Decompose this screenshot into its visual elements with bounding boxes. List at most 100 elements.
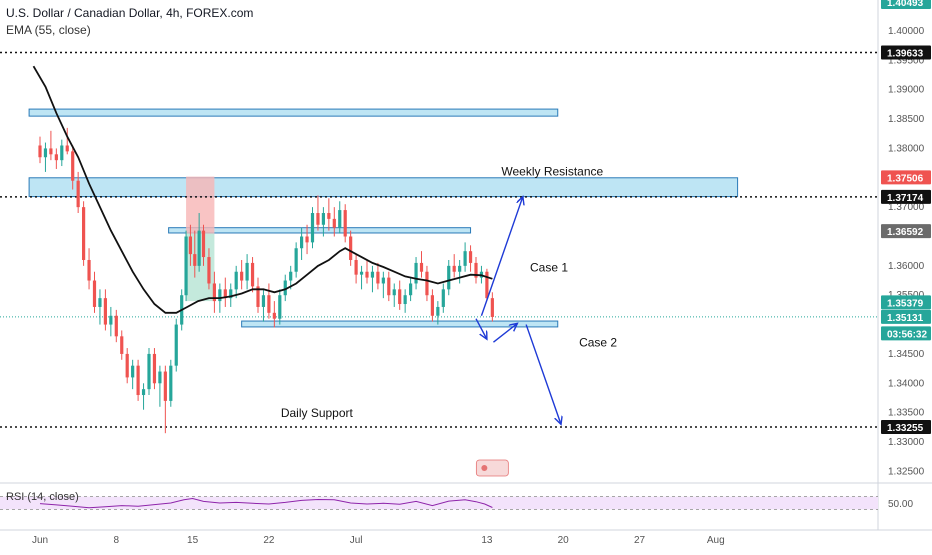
candle bbox=[359, 265, 364, 290]
grid-layer bbox=[0, 0, 932, 531]
candle bbox=[207, 248, 211, 290]
candle bbox=[387, 271, 391, 302]
candle bbox=[370, 265, 375, 293]
candle-body bbox=[38, 145, 42, 158]
price-tick-label: 1.33000 bbox=[888, 437, 925, 448]
candle bbox=[321, 207, 325, 237]
candle-body bbox=[376, 271, 380, 284]
candle-body bbox=[403, 295, 407, 305]
time-tick-label: 22 bbox=[263, 535, 275, 546]
price-tag-label: 03:56:32 bbox=[887, 329, 927, 340]
tradingview-logo-icon bbox=[475, 459, 509, 477]
candle-body bbox=[272, 312, 276, 319]
price-tag-label: 1.37174 bbox=[887, 193, 924, 204]
price-tag: 1.35131 bbox=[881, 309, 931, 324]
price-tag-label: 1.33255 bbox=[887, 423, 924, 434]
candle bbox=[197, 213, 201, 272]
candle-body bbox=[327, 213, 331, 219]
price-tag-bg bbox=[881, 45, 931, 60]
candle-body bbox=[218, 289, 222, 302]
candle bbox=[365, 259, 369, 284]
candle-body bbox=[354, 259, 358, 275]
price-tag-label: 1.35131 bbox=[887, 313, 924, 324]
candle bbox=[283, 274, 287, 302]
candle-body bbox=[256, 286, 260, 307]
candle-body bbox=[430, 295, 434, 316]
candle-body bbox=[468, 251, 473, 263]
ema-line bbox=[32, 65, 493, 314]
time-tick-label: 8 bbox=[114, 535, 120, 546]
candle bbox=[327, 198, 331, 231]
candle-body bbox=[147, 353, 151, 390]
price-tag: 03:56:32 bbox=[881, 326, 931, 341]
time-tick-label: 20 bbox=[558, 535, 570, 546]
ema-legend[interactable]: EMA (55, close) bbox=[6, 23, 91, 37]
candle bbox=[316, 195, 320, 231]
candle-body bbox=[381, 277, 385, 284]
candle bbox=[158, 365, 162, 407]
price-tick-label: 1.32500 bbox=[888, 466, 925, 477]
chart-title[interactable]: U.S. Dollar / Canadian Dollar, 4h, FOREX… bbox=[6, 6, 254, 20]
candle-body bbox=[343, 210, 347, 237]
scenario-arrow bbox=[475, 318, 487, 340]
candle-body bbox=[447, 265, 451, 290]
candle-body bbox=[267, 295, 271, 313]
candle bbox=[98, 289, 102, 325]
candle bbox=[174, 318, 178, 372]
candle bbox=[441, 283, 445, 313]
candle-body bbox=[207, 257, 211, 284]
price-tag: 1.36592 bbox=[881, 224, 931, 239]
price-tick-label: 1.37000 bbox=[888, 202, 925, 213]
candle bbox=[125, 348, 129, 384]
price-tick-label: 1.40000 bbox=[888, 26, 925, 37]
candle bbox=[256, 277, 260, 313]
candle bbox=[294, 242, 298, 278]
price-tag-bg bbox=[881, 0, 931, 10]
candle-body bbox=[419, 262, 424, 272]
candle-body bbox=[332, 218, 336, 228]
scenario-arrow bbox=[480, 197, 522, 316]
candle-body bbox=[184, 236, 188, 296]
ema-layer bbox=[32, 65, 493, 314]
candle bbox=[310, 207, 315, 249]
candle-body bbox=[158, 371, 162, 384]
candle-body bbox=[245, 262, 249, 281]
price-tag: 1.40493 bbox=[881, 0, 931, 9]
candle-body bbox=[425, 271, 429, 296]
candle bbox=[349, 230, 353, 266]
rsi-layer bbox=[0, 496, 878, 510]
price-tag-bg bbox=[881, 170, 931, 185]
price-axis[interactable]: 50.00 1.40000 1.39500 1.39000 1.38500 1.38000… bbox=[881, 0, 931, 510]
candle bbox=[109, 306, 113, 337]
candle bbox=[60, 139, 64, 167]
candle-body bbox=[49, 148, 53, 155]
candle-body bbox=[71, 151, 75, 181]
candle-body bbox=[305, 236, 309, 243]
candle-body bbox=[169, 365, 173, 401]
price-tag-label: 1.39633 bbox=[887, 49, 924, 60]
price-tick-label: 1.38500 bbox=[888, 114, 925, 125]
time-axis[interactable]: Jun 8 15 22 Jul 13 20 27 Aug bbox=[32, 535, 725, 546]
candle-body bbox=[409, 283, 413, 296]
candle-body bbox=[82, 207, 86, 260]
candle-body bbox=[193, 254, 197, 266]
rsi-legend[interactable]: RSI (14, close) bbox=[6, 491, 79, 503]
candle-body bbox=[131, 365, 135, 378]
candle bbox=[452, 254, 456, 278]
candle-body bbox=[87, 259, 91, 281]
candle-body bbox=[365, 271, 369, 278]
price-tick-label: 1.36000 bbox=[888, 261, 925, 272]
price-tick-label: 1.34000 bbox=[888, 378, 925, 389]
candle-body bbox=[136, 365, 140, 396]
candle-body bbox=[398, 289, 402, 305]
price-tag-bg bbox=[881, 224, 931, 239]
candle-layer bbox=[38, 127, 494, 434]
candle-body bbox=[463, 251, 467, 266]
candle bbox=[141, 383, 146, 410]
candle bbox=[152, 348, 157, 390]
price-tag: 1.33255 bbox=[881, 420, 931, 435]
annotation-layer: Weekly Resistance Case 1 Case 2 Daily Suppo… bbox=[281, 164, 617, 424]
short-position-target-box bbox=[186, 176, 215, 234]
candle-body bbox=[387, 277, 391, 296]
